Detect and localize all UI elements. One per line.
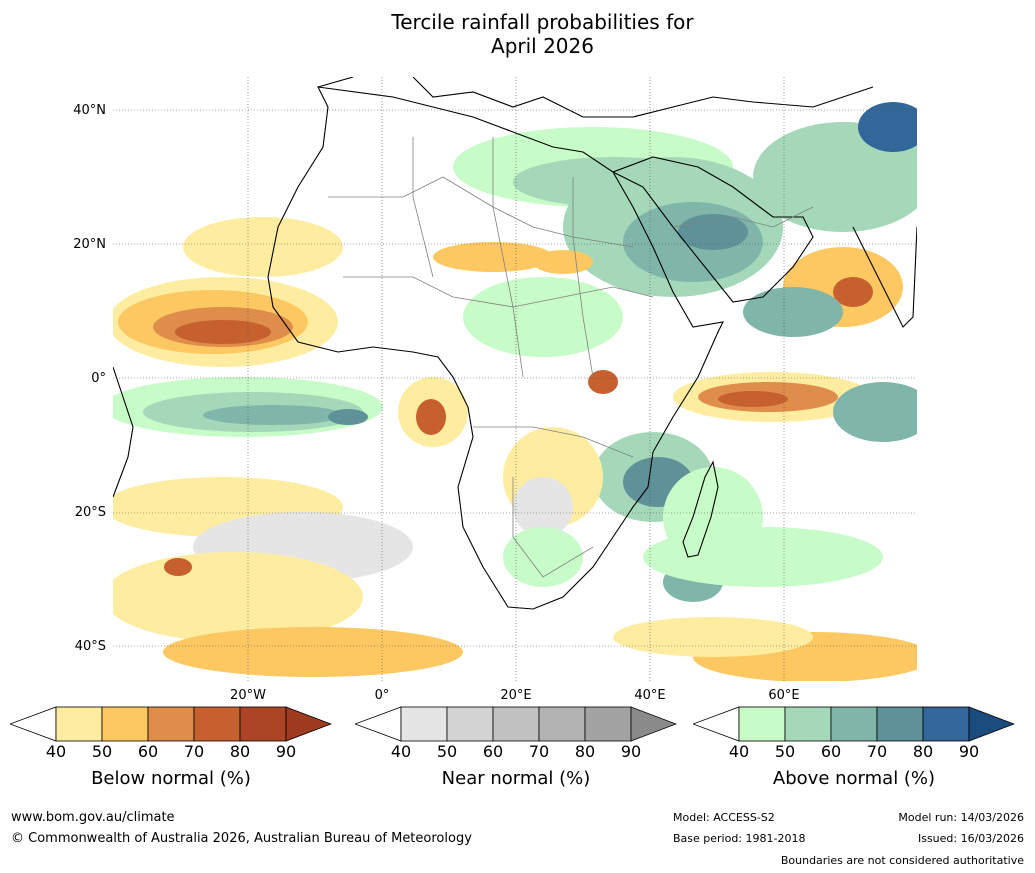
tick: 60 <box>482 742 504 761</box>
tick: 50 <box>774 742 796 761</box>
tick: 70 <box>183 742 205 761</box>
tick: 90 <box>958 742 980 761</box>
colorbar-below-seg-4 <box>193 706 241 742</box>
colorbar-below-seg-0 <box>10 706 57 742</box>
colorbar-below-seg-1 <box>55 706 103 742</box>
lat-label-20n: 20°N <box>73 237 106 252</box>
model-text: Model: ACCESS-S2 <box>673 811 775 824</box>
map-svg <box>113 77 917 681</box>
lon-label-40e: 40°E <box>634 688 666 703</box>
colorbar-near-seg-4 <box>538 706 586 742</box>
title-line-1: Tercile rainfall probabilities for <box>391 10 694 34</box>
coastlines <box>113 77 917 610</box>
tick: 90 <box>620 742 642 761</box>
colorbar-near-seg-3 <box>492 706 540 742</box>
tick: 50 <box>91 742 113 761</box>
disclaimer-text: Boundaries are not considered authoritat… <box>780 854 1024 867</box>
copyright-text: © Commonwealth of Australia 2026, Austra… <box>11 831 472 846</box>
country-borders <box>328 137 814 578</box>
lat-label-20s: 20°S <box>74 505 106 520</box>
colorbar-near-seg-6 <box>630 706 677 742</box>
website-text: www.bom.gov.au/climate <box>11 810 175 825</box>
colorbar-above-seg-1 <box>738 706 786 742</box>
colorbar-below-seg-5 <box>239 706 287 742</box>
colorbar-above-normal <box>693 706 1015 742</box>
colorbar-near-seg-0 <box>355 706 402 742</box>
colorbar-above-seg-4 <box>876 706 924 742</box>
tick: 80 <box>574 742 596 761</box>
lon-label-0: 0° <box>374 688 390 703</box>
tick: 60 <box>137 742 159 761</box>
colorbar-below-seg-6 <box>285 706 332 742</box>
colorbar-below-seg-2 <box>101 706 149 742</box>
colorbar-near-seg-5 <box>584 706 632 742</box>
colorbar-above-seg-6 <box>968 706 1015 742</box>
tick: 70 <box>866 742 888 761</box>
lon-label-60e: 60°E <box>768 688 800 703</box>
tick: 40 <box>45 742 67 761</box>
colorbar-above-seg-5 <box>922 706 970 742</box>
tick: 60 <box>820 742 842 761</box>
colorbar-near-label: Near normal (%) <box>441 768 591 789</box>
title-line-2: April 2026 <box>491 34 594 58</box>
model-run-text: Model run: 14/03/2026 <box>898 811 1024 824</box>
lon-label-20e: 20°E <box>500 688 532 703</box>
colorbar-below-seg-3 <box>147 706 195 742</box>
colorbar-near-seg-2 <box>446 706 494 742</box>
colorbar-above-seg-3 <box>830 706 878 742</box>
lon-label-20w: 20°W <box>230 688 266 703</box>
base-period-text: Base period: 1981-2018 <box>673 832 806 845</box>
probability-shading <box>113 102 917 681</box>
tick: 40 <box>390 742 412 761</box>
colorbar-below-normal <box>10 706 332 742</box>
colorbar-above-seg-0 <box>693 706 740 742</box>
tick: 80 <box>912 742 934 761</box>
graticule <box>113 77 917 681</box>
lat-label-40s: 40°S <box>74 639 106 654</box>
tick: 90 <box>275 742 297 761</box>
tick: 80 <box>229 742 251 761</box>
tick: 50 <box>436 742 458 761</box>
colorbar-near-normal <box>355 706 677 742</box>
lat-label-0: 0° <box>91 371 106 386</box>
colorbar-above-seg-2 <box>784 706 832 742</box>
probability-map <box>113 77 917 681</box>
colorbar-above-label: Above normal (%) <box>772 768 936 789</box>
tick: 40 <box>728 742 750 761</box>
colorbar-below-label: Below normal (%) <box>91 768 251 789</box>
issued-text: Issued: 16/03/2026 <box>917 832 1024 845</box>
chart-title: Tercile rainfall probabilities for April… <box>0 10 1035 58</box>
lat-label-40n: 40°N <box>73 103 106 118</box>
tick: 70 <box>528 742 550 761</box>
colorbar-near-seg-1 <box>400 706 448 742</box>
